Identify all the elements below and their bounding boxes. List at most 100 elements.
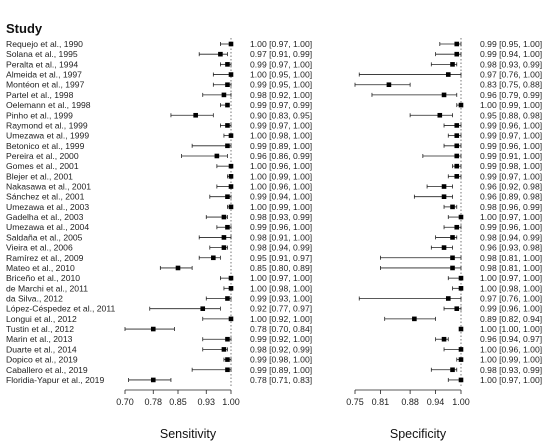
study-label: Blejer et al., 2001 [6,171,73,181]
study-label: Raymond et al., 1999 [6,120,88,130]
sensitivity-ci-label: 1.00 [0.98, 1.00] [250,283,312,293]
specificity-point-estimate [454,133,460,138]
specificity-point-estimate [441,184,447,189]
specificity-x-tick-label: 1.00 [452,397,470,407]
sensitivity-panel: 1.00 [0.97, 1.00]0.97 [0.91, 0.99]0.99 [… [116,38,312,441]
sensitivity-ci-label: 0.99 [0.89, 1.00] [250,141,312,151]
specificity-ci-label: 0.97 [0.76, 1.00] [480,70,542,80]
specificity-ci-label: 0.99 [0.97, 1.00] [480,131,542,141]
sensitivity-point-estimate [193,112,198,118]
specificity-ci-label: 1.00 [0.98, 1.00] [480,283,542,293]
sensitivity-point-estimate [221,214,227,220]
sensitivity-point-estimate [225,143,230,149]
sensitivity-ci-label: 1.00 [0.96, 1.00] [250,182,312,192]
specificity-ci-label: 0.99 [0.98, 1.00] [480,161,542,171]
specificity-point-estimate [454,306,460,311]
study-label: Pereira et al., 2000 [6,151,79,161]
specificity-ci-label: 0.83 [0.75, 0.88] [480,80,542,90]
sensitivity-ci-label: 1.00 [0.95, 1.00] [250,70,312,80]
sensitivity-ci-label: 0.98 [0.93, 0.99] [250,212,312,222]
specificity-ci-label: 0.99 [0.94, 1.00] [480,49,542,59]
study-label: Solana et al., 1995 [6,49,78,59]
study-label: de Marchi et al., 2011 [6,283,88,293]
specificity-point-estimate [458,377,464,383]
specificity-point-estimate [441,194,447,199]
specificity-ci-label: 0.98 [0.94, 0.99] [480,232,542,242]
study-label: Duarte et al., 2014 [6,344,77,354]
specificity-point-estimate [445,72,451,77]
study-label: Briceño et al., 2010 [6,273,80,283]
specificity-point-estimate [458,357,464,362]
sensitivity-x-tick-label: 0.70 [116,397,134,407]
specificity-ci-label: 0.98 [0.93, 0.99] [480,59,542,69]
specificity-ci-label: 1.00 [0.97, 1.00] [480,212,542,222]
specificity-ci-label: 0.96 [0.92, 0.98] [480,182,542,192]
sensitivity-ci-label: 0.99 [0.96, 1.00] [250,222,312,232]
specificity-point-estimate [437,112,443,118]
specificity-point-estimate [458,214,464,220]
sensitivity-point-estimate [150,326,156,332]
sensitivity-ci-label: 1.00 [0.96, 1.00] [250,161,312,171]
sensitivity-point-estimate [228,286,234,291]
specificity-point-estimate [441,336,447,342]
specificity-ci-label: 0.98 [0.96, 0.99] [480,202,542,212]
specificity-point-estimate [450,62,455,67]
sensitivity-point-estimate [228,174,234,179]
sensitivity-ci-label: 0.99 [0.92, 1.00] [250,334,312,344]
sensitivity-ci-label: 0.99 [0.89, 1.00] [250,365,312,375]
specificity-ci-label: 0.96 [0.79, 0.99] [480,90,542,100]
specificity-axis-title: Specificity [390,427,447,441]
study-label: Umezawa et al., 1999 [6,131,89,141]
sensitivity-point-estimate [228,133,234,138]
specificity-point-estimate [454,143,460,149]
sensitivity-point-estimate [225,224,230,230]
sensitivity-ci-label: 1.00 [0.99, 1.00] [250,171,312,181]
specificity-point-estimate [450,204,455,210]
sensitivity-ci-label: 0.78 [0.71, 0.83] [250,375,312,385]
sensitivity-ci-label: 0.99 [0.93, 1.00] [250,294,312,304]
sensitivity-point-estimate [221,245,227,250]
sensitivity-ci-label: 1.00 [0.98, 1.00] [250,131,312,141]
study-label: Umezawa et al., 2004 [6,222,89,232]
sensitivity-point-estimate [225,336,230,342]
study-label: Betonico et al., 1999 [6,141,85,151]
specificity-point-estimate [454,153,460,159]
specificity-point-estimate [412,316,417,322]
sensitivity-point-estimate [225,62,230,67]
specificity-ci-label: 1.00 [0.96, 1.00] [480,344,542,354]
specificity-point-estimate [454,41,460,47]
sensitivity-point-estimate [228,72,234,77]
specificity-point-estimate [450,367,455,373]
specificity-ci-label: 0.99 [0.96, 1.00] [480,141,542,151]
study-label: Floridia-Yapur et al., 2019 [6,375,104,385]
specificity-ci-label: 0.99 [0.96, 1.00] [480,304,542,314]
specificity-point-estimate [454,123,460,128]
sensitivity-ci-label: 1.00 [0.97, 1.00] [250,39,312,49]
sensitivity-point-estimate [228,184,234,189]
specificity-ci-label: 0.89 [0.82, 0.94] [480,314,542,324]
specificity-ci-label: 1.00 [1.00, 1.00] [480,324,542,334]
study-label: Mateo et al., 2010 [6,263,75,273]
specificity-point-estimate [454,224,460,230]
study-label: Requejo et al., 1990 [6,39,83,49]
study-label: Saldaña et al., 2005 [6,232,83,242]
study-label: Ramírez et al., 2009 [6,253,84,263]
sensitivity-point-estimate [228,163,234,169]
specificity-x-tick-label: 0.88 [401,397,419,407]
study-label: Vieira et al., 2006 [6,243,73,253]
sensitivity-ci-label: 0.98 [0.91, 1.00] [250,232,312,242]
specificity-point-estimate [454,51,460,57]
specificity-x-tick-label: 0.81 [372,397,390,407]
specificity-ci-label: 0.98 [0.81, 1.00] [480,253,542,263]
study-label: Caballero et al., 2019 [6,365,88,375]
sensitivity-point-estimate [225,296,230,301]
specificity-ci-label: 1.00 [0.97, 1.00] [480,273,542,283]
specificity-x-tick-label: 0.75 [346,397,364,407]
sensitivity-point-estimate [225,123,230,128]
specificity-point-estimate [445,296,451,301]
specificity-ci-label: 0.98 [0.81, 1.00] [480,263,542,273]
sensitivity-ci-label: 0.99 [0.97, 1.00] [250,120,312,130]
specificity-point-estimate [441,245,447,250]
sensitivity-ci-label: 0.96 [0.86, 0.99] [250,151,312,161]
